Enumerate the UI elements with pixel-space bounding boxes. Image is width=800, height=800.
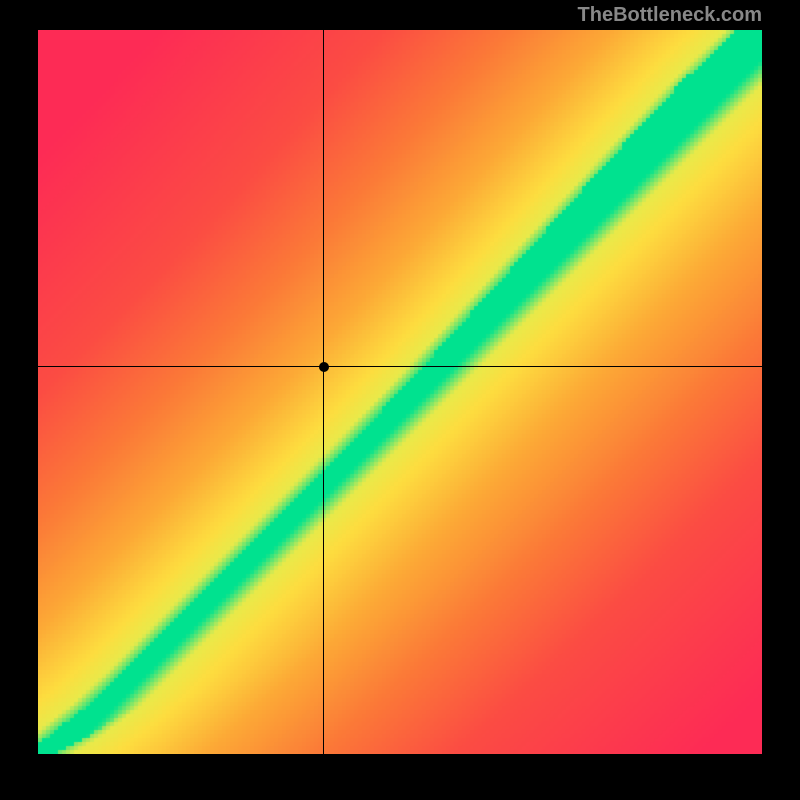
plot-area: [38, 30, 762, 754]
crosshair-marker: [319, 362, 329, 372]
chart-container: TheBottleneck.com: [0, 0, 800, 800]
heatmap-canvas: [38, 30, 762, 754]
crosshair-horizontal: [38, 366, 762, 367]
crosshair-vertical: [323, 30, 324, 754]
attribution-text: TheBottleneck.com: [578, 4, 762, 27]
